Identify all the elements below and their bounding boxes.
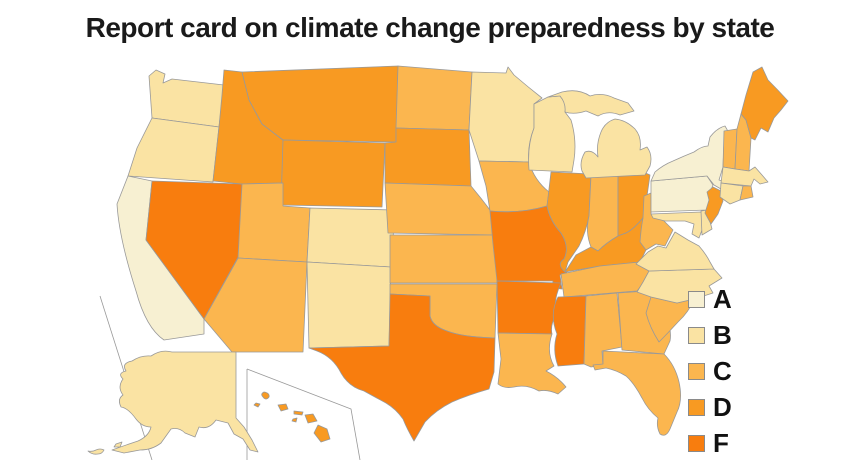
state-hawaii [253,391,331,443]
state-wyoming [280,139,386,208]
state-florida [592,350,681,436]
chart-title: Report card on climate change preparedne… [85,12,775,43]
state-kansas [389,234,500,284]
legend-swatch-b [688,326,705,344]
legend-label-f: F [713,428,729,458]
legend-item-c: C [688,353,732,389]
state-illinois [546,171,592,273]
state-massachusetts [720,166,769,187]
state-north-dakota [395,65,473,131]
state-california [116,175,205,341]
legend-label-b: B [713,320,732,350]
legend-item-f: F [688,425,732,460]
state-virginia [635,231,715,272]
legend-swatch-c [688,362,705,380]
legend-swatch-a [688,290,705,308]
state-alabama [583,292,623,368]
state-oregon [127,117,220,183]
state-connecticut [719,182,744,205]
state-pennsylvania [650,175,714,213]
state-alaska [87,350,259,455]
legend-item-a: A [688,281,732,317]
state-nebraska [384,182,495,236]
legend-item-d: D [688,389,732,425]
state-washington [148,69,225,128]
state-mississippi [552,295,587,367]
state-michigan [547,90,652,179]
state-rhode-island [739,185,754,201]
state-new-mexico [306,261,392,349]
state-arizona [203,257,308,353]
state-arkansas [496,280,562,335]
states-layer [87,65,789,455]
legend: A B C D F [688,281,732,460]
legend-label-d: D [713,392,732,422]
legend-label-a: A [713,284,732,314]
inset-divider-hawaii [246,368,361,460]
state-texas [308,293,496,442]
state-maine [740,66,789,141]
state-south-dakota [384,127,472,187]
legend-label-c: C [713,356,732,386]
legend-item-b: B [688,317,732,353]
legend-swatch-d [688,398,705,416]
state-colorado [306,207,396,268]
state-louisiana [497,332,567,395]
legend-swatch-f [688,434,705,452]
